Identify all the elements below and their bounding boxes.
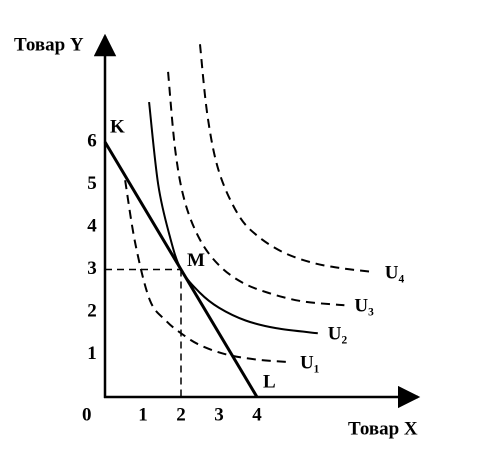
curve-label: U₃	[354, 296, 374, 317]
y-tick-label: 6	[87, 130, 97, 151]
x-tick-label: 4	[252, 404, 262, 425]
curve-label: U₁	[300, 353, 319, 374]
y-tick-label: 3	[87, 258, 97, 279]
indifference-curve	[124, 180, 291, 364]
x-axis-label: Товар X	[348, 418, 418, 439]
curve-label: U₄	[385, 262, 405, 283]
y-tick-label: 2	[87, 300, 97, 321]
indifference-curve	[167, 71, 345, 307]
y-tick-label: 1	[87, 343, 97, 364]
indifference-curve	[148, 101, 318, 335]
origin-label: 0	[82, 404, 92, 425]
point-label: M	[187, 250, 205, 271]
indifference-curve	[199, 44, 375, 274]
y-axis-label: Товар Y	[14, 34, 84, 55]
x-tick-label: 1	[138, 404, 148, 425]
point-label: L	[263, 371, 276, 392]
point-label: K	[110, 116, 125, 137]
x-tick-label: 3	[214, 404, 224, 425]
x-tick-label: 2	[176, 404, 186, 425]
curve-label: U₂	[328, 324, 348, 345]
y-tick-label: 4	[87, 215, 97, 236]
y-tick-label: 5	[87, 173, 97, 194]
